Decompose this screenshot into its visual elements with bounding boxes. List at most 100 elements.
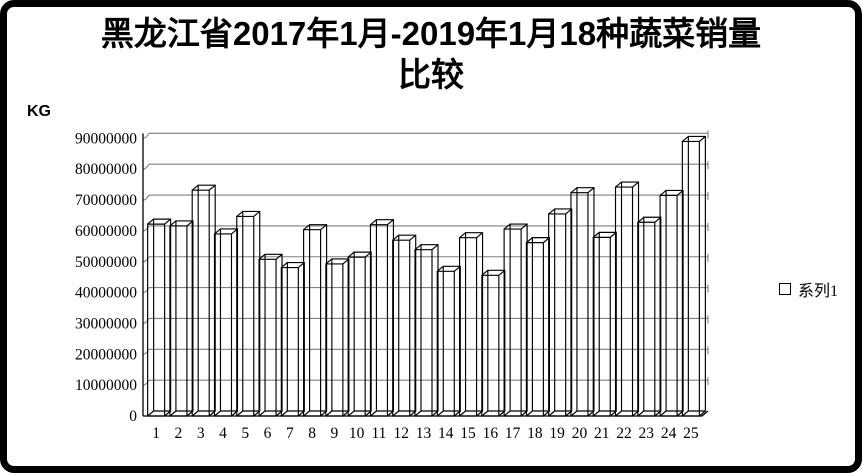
bar-edge: [387, 219, 394, 226]
x-axis-tick-label: 25: [683, 425, 699, 442]
bar-back-face: [286, 262, 305, 412]
bar-edge: [526, 237, 533, 244]
bar-column: [280, 262, 305, 417]
bar-front-face: [303, 229, 322, 417]
bar-back-face: [464, 232, 484, 412]
bar-edge: [347, 410, 355, 417]
y-axis-tick-label: 10000000: [75, 377, 137, 394]
bar-front-face: [548, 213, 567, 417]
bar-edge: [637, 410, 645, 417]
bar-edge: [698, 410, 706, 417]
bar-back-face: [576, 187, 595, 412]
bar-edge: [214, 228, 221, 235]
bar-edge: [169, 220, 177, 227]
bar-edge: [191, 184, 199, 191]
x-axis-tick-label: 17: [505, 425, 521, 442]
bar-back-face: [598, 231, 617, 412]
bar-edge: [325, 258, 333, 265]
x-axis-tick-label: 19: [549, 425, 565, 442]
bar-front-face: [436, 270, 455, 417]
legend-swatch-series1: [779, 283, 791, 295]
bar-back-face: [643, 216, 662, 412]
bar-edge: [280, 410, 288, 417]
y-axis-tick-label: 90000000: [75, 130, 137, 147]
x-axis-tick-label: 13: [416, 425, 432, 442]
x-axis-tick-label: 1: [152, 425, 160, 442]
bar-edge: [436, 410, 444, 417]
bar-edge: [698, 135, 706, 142]
x-axis-tick-label: 14: [438, 425, 454, 442]
x-axis-tick-label: 6: [264, 425, 272, 442]
x-axis-tick-label: 4: [219, 425, 227, 442]
bar-edge: [615, 410, 622, 417]
bar-edge: [632, 181, 639, 188]
bar-front-face: [659, 194, 678, 417]
bar-back-face: [153, 218, 172, 412]
x-axis-tick-label: 11: [371, 425, 386, 442]
bar-edge: [392, 234, 400, 241]
bar-front-face: [637, 221, 656, 417]
bar-front-face: [369, 224, 389, 417]
bar-column: [236, 210, 261, 417]
bar-column: [414, 244, 439, 417]
bar-front-face: [414, 249, 433, 417]
y-axis-tick-label: 20000000: [75, 346, 137, 363]
bar-edge: [681, 410, 689, 417]
bar-front-face: [280, 267, 299, 417]
gridline-hook: [142, 163, 150, 170]
bar-edge: [320, 224, 327, 231]
bar-column: [436, 265, 461, 417]
y-axis-tick-label: 40000000: [75, 285, 137, 302]
x-axis-tick-label: 9: [331, 425, 339, 442]
x-axis-tick-label: 23: [639, 425, 655, 442]
bar-edge: [208, 184, 216, 191]
bar-back-face: [509, 223, 528, 412]
bar-edge: [637, 216, 645, 223]
bar-back-face: [264, 253, 283, 412]
bar-back-face: [197, 184, 216, 412]
bar-back-face: [487, 269, 506, 412]
bar-front-face: [169, 225, 188, 417]
plot-area: 0 10000000 20000000 30000000 40000000 5000000…: [75, 130, 709, 442]
x-axis-tick-label: 21: [594, 425, 610, 442]
bar-edge: [681, 135, 689, 142]
bar-edge: [253, 210, 261, 217]
bar-front-face: [681, 140, 700, 417]
bar-column: [659, 189, 684, 417]
bar-edge: [370, 219, 377, 226]
x-axis-tick-label: 8: [308, 425, 316, 442]
bar-column: [525, 237, 550, 417]
bar-edge: [392, 410, 400, 417]
bar-edge: [303, 224, 310, 231]
bar-edge: [592, 410, 600, 417]
bar-back-face: [687, 135, 706, 412]
bar-edge: [526, 410, 533, 417]
bar-edge: [214, 410, 221, 417]
gridline-hook: [142, 133, 150, 139]
bar-edge: [587, 187, 595, 194]
bar-edge: [570, 410, 578, 417]
y-axis-tick-label: 30000000: [75, 315, 137, 332]
bar-back-face: [331, 258, 350, 412]
bar-front-face: [325, 263, 344, 417]
bar-edge: [436, 265, 444, 272]
bar-edge: [414, 244, 422, 251]
legend-label-series1: 系列1: [798, 283, 839, 300]
bar-column: [347, 251, 372, 417]
x-axis-tick-label: 18: [527, 425, 543, 442]
chart-title-line1: 黑龙江省2017年1月-2019年1月18种蔬菜销量: [100, 15, 762, 52]
bar-column: [458, 232, 484, 417]
bar-edge: [325, 410, 333, 417]
bar-edge: [409, 234, 417, 241]
bar-front-face: [258, 258, 277, 417]
bar-column: [325, 258, 350, 417]
bar-edge: [520, 223, 528, 230]
bar-front-face: [392, 239, 411, 417]
bar-front-face: [347, 256, 366, 417]
x-axis-tick-label: 10: [349, 425, 365, 442]
bar-front-face: [147, 223, 166, 417]
bar-edge: [169, 410, 177, 417]
bar-front-face: [481, 274, 500, 417]
bar-edge: [164, 218, 172, 225]
bar-column: [592, 231, 617, 417]
